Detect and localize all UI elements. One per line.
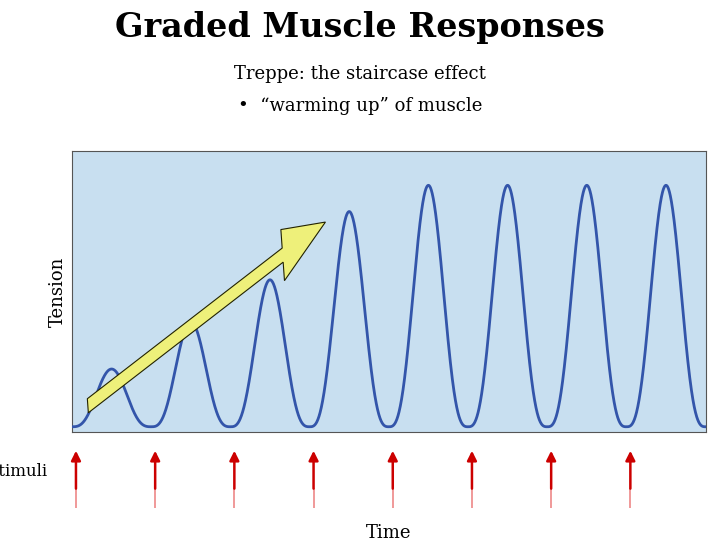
Text: Treppe: the staircase effect: Treppe: the staircase effect <box>234 65 486 83</box>
Text: Graded Muscle Responses: Graded Muscle Responses <box>115 11 605 44</box>
Y-axis label: Tension: Tension <box>48 256 66 327</box>
FancyArrow shape <box>87 222 325 413</box>
Text: •  “warming up” of muscle: • “warming up” of muscle <box>238 97 482 115</box>
Text: Time: Time <box>366 524 412 540</box>
Text: Stimuli: Stimuli <box>0 463 48 481</box>
